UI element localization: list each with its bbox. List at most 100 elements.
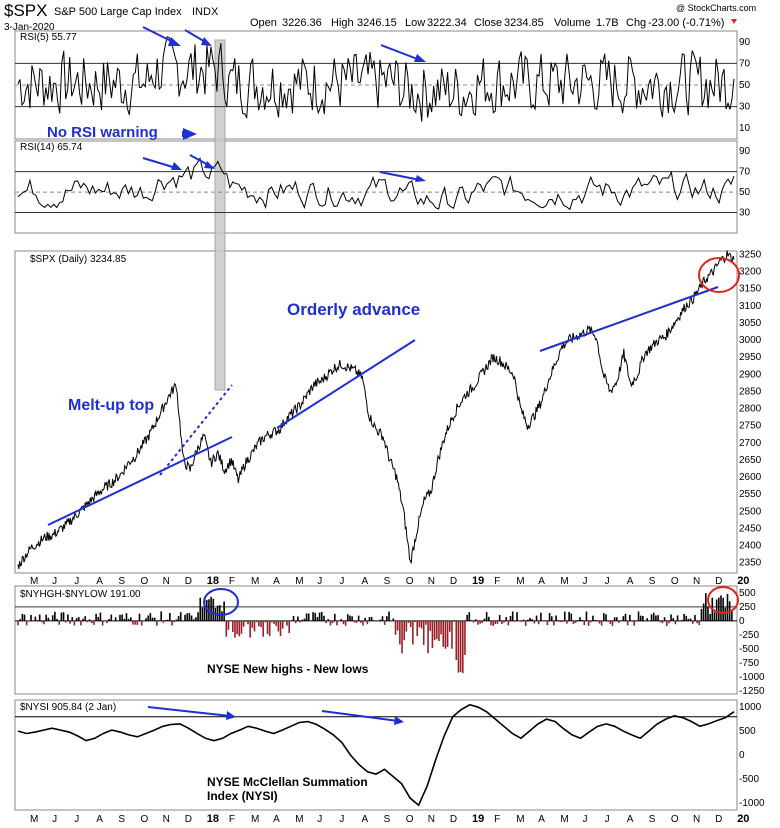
x-tick-label: 19 (472, 813, 484, 825)
x-tick-label: J (52, 814, 57, 825)
x-tick-label: 18 (207, 813, 219, 825)
x-tick-label: S (118, 576, 125, 587)
y-tick-label: 70 (739, 167, 751, 178)
x-tick-label: J (339, 576, 344, 587)
x-tick-label: A (273, 576, 280, 587)
x-tick-label: A (627, 576, 634, 587)
chg-label: Chg (626, 17, 646, 29)
arrow-shaft (182, 131, 188, 137)
x-tick-label: D (185, 814, 192, 825)
orderly-advance-label: Orderly advance (287, 300, 420, 319)
close-label: Close (474, 17, 502, 29)
x-tick-label: M (295, 814, 303, 825)
x-tick-label: O (141, 814, 149, 825)
rsi5-title: RSI(5) 55.77 (20, 32, 77, 43)
x-tick-label: 18 (207, 575, 219, 587)
arrow-rsi5-a (142, 26, 176, 44)
x-tick-label: S (118, 814, 125, 825)
y-tick-label: 2550 (739, 489, 762, 500)
x-tick-label: D (450, 576, 457, 587)
hl-panel (14, 585, 738, 695)
y-tick-label: -750 (739, 658, 759, 669)
x-tick-label: A (362, 576, 369, 587)
y-tick-label: 0 (739, 616, 745, 627)
x-tick-label: D (715, 576, 722, 587)
y-tick-label: 2800 (739, 404, 762, 415)
x-tick-label: A (273, 814, 280, 825)
x-tick-label: J (317, 576, 322, 587)
x-tick-label: D (185, 576, 192, 587)
x-tick-label: A (627, 814, 634, 825)
x-tick-label: 20 (737, 575, 749, 587)
y-tick-label: -250 (739, 630, 759, 641)
y-tick-label: 3250 (739, 249, 762, 260)
hl-title: $NYHGH-$NYLOW 191.00 (20, 589, 141, 600)
x-tick-label: J (52, 576, 57, 587)
x-tick-label: O (406, 814, 414, 825)
y-tick-label: 2600 (739, 472, 762, 483)
nysi-line (17, 703, 735, 807)
y-tick-label: -1000 (739, 798, 765, 809)
top-circle-spx (698, 257, 740, 293)
x-tick-label: A (362, 814, 369, 825)
arrowhead-icon (226, 711, 236, 720)
spx-title: $SPX (Daily) 3234.85 (30, 254, 127, 265)
no-rsi-warning-label: No RSI warning (47, 124, 158, 141)
x-tick-label: M (516, 576, 524, 587)
nysi-panel (14, 699, 738, 811)
arrow-rsi14-c (379, 171, 421, 181)
y-tick-label: 90 (739, 146, 751, 157)
arrowhead-icon (204, 161, 215, 169)
x-tick-label: M (251, 814, 259, 825)
arrowhead-icon (414, 54, 426, 62)
y-tick-label: 50 (739, 80, 751, 91)
x-tick-label: F (494, 814, 500, 825)
y-tick-label: 90 (739, 37, 751, 48)
y-tick-label: 1000 (739, 702, 762, 713)
y-tick-label: 50 (739, 187, 751, 198)
open-value: 3226.36 (282, 17, 322, 29)
hl-circle-2020 (707, 586, 739, 614)
x-tick-label: M (516, 814, 524, 825)
y-tick-label: -500 (739, 644, 759, 655)
x-tick-label: 19 (472, 575, 484, 587)
index-name: S&P 500 Large Cap Index (54, 6, 182, 18)
x-tick-label: S (649, 814, 656, 825)
hl-circle-2018 (203, 588, 239, 616)
x-tick-label: O (671, 814, 679, 825)
volume-label: Volume (554, 17, 591, 29)
meltup-top-label: Melt-up top (68, 397, 154, 414)
x-tick-label: M (251, 576, 259, 587)
rsi14-panel (14, 140, 738, 234)
x-tick-label: 20 (737, 813, 749, 825)
nyse-hl-label: NYSE New highs - New lows (207, 662, 369, 676)
x-tick-label: D (450, 814, 457, 825)
x-tick-label: J (317, 814, 322, 825)
y-tick-label: 3050 (739, 318, 762, 329)
y-tick-label: 2850 (739, 386, 762, 397)
x-tick-label: M (295, 576, 303, 587)
watermark: @ StockCharts.com (676, 3, 756, 13)
x-tick-label: M (560, 576, 568, 587)
x-tick-label: S (384, 576, 391, 587)
y-tick-label: 3000 (739, 335, 762, 346)
x-tick-label: D (715, 814, 722, 825)
x-tick-label: F (494, 576, 500, 587)
trendline-2019 (539, 286, 719, 352)
arrowhead-icon (201, 37, 212, 46)
close-value: 3234.85 (504, 17, 544, 29)
x-tick-label: M (30, 576, 38, 587)
x-tick-label: J (339, 814, 344, 825)
arrowhead-icon (394, 716, 404, 725)
chart-date: 3-Jan-2020 (4, 22, 55, 33)
volume-value: 1.7B (596, 17, 619, 29)
y-tick-label: 2950 (739, 352, 762, 363)
x-tick-label: J (74, 814, 79, 825)
x-tick-label: N (428, 814, 435, 825)
nysi-label-line2: Index (NYSI) (207, 789, 278, 803)
x-tick-label: M (30, 814, 38, 825)
x-tick-label: A (538, 814, 545, 825)
y-tick-label: 70 (739, 58, 751, 69)
x-tick-label: J (605, 576, 610, 587)
open-label: Open (250, 17, 277, 29)
